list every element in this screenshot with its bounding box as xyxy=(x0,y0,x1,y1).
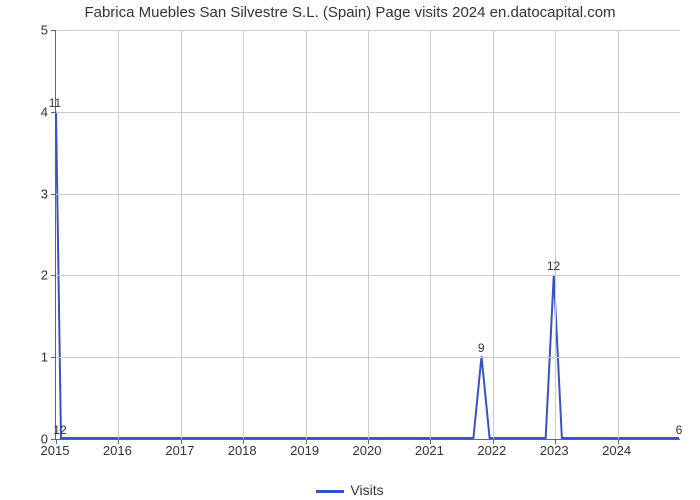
chart-title: Fabrica Muebles San Silvestre S.L. (Spai… xyxy=(0,4,700,21)
point-label: 12 xyxy=(547,259,560,273)
xtick-label: 2023 xyxy=(540,443,569,458)
legend-label: Visits xyxy=(350,482,383,498)
xtick-label: 2018 xyxy=(228,443,257,458)
gridline-v xyxy=(243,30,244,439)
ytick-label: 2 xyxy=(8,268,48,283)
ytick-mark xyxy=(51,30,56,31)
ytick-mark xyxy=(51,112,56,113)
gridline-v xyxy=(306,30,307,439)
gridline-v xyxy=(430,30,431,439)
gridline-v xyxy=(555,30,556,439)
ytick-mark xyxy=(51,194,56,195)
gridline-v xyxy=(118,30,119,439)
gridline-v xyxy=(493,30,494,439)
xtick-label: 2021 xyxy=(415,443,444,458)
plot-area xyxy=(55,30,680,440)
ytick-label: 4 xyxy=(8,104,48,119)
point-label: 6 xyxy=(676,423,683,437)
xtick-label: 2024 xyxy=(602,443,631,458)
ytick-label: 1 xyxy=(8,350,48,365)
xtick-label: 2022 xyxy=(477,443,506,458)
legend-swatch xyxy=(316,490,344,493)
gridline-v xyxy=(368,30,369,439)
chart-container: Fabrica Muebles San Silvestre S.L. (Spai… xyxy=(0,0,700,500)
ytick-mark xyxy=(51,357,56,358)
gridline-v xyxy=(618,30,619,439)
xtick-label: 2020 xyxy=(353,443,382,458)
ytick-mark xyxy=(51,275,56,276)
xtick-label: 2019 xyxy=(290,443,319,458)
xtick-label: 2017 xyxy=(165,443,194,458)
xtick-label: 2015 xyxy=(41,443,70,458)
xtick-label: 2016 xyxy=(103,443,132,458)
ytick-label: 3 xyxy=(8,186,48,201)
legend: Visits xyxy=(0,482,700,498)
point-label: 11 xyxy=(49,96,61,110)
point-label: 12 xyxy=(53,423,66,437)
gridline-v xyxy=(181,30,182,439)
ytick-label: 5 xyxy=(8,23,48,38)
point-label: 9 xyxy=(478,341,485,355)
